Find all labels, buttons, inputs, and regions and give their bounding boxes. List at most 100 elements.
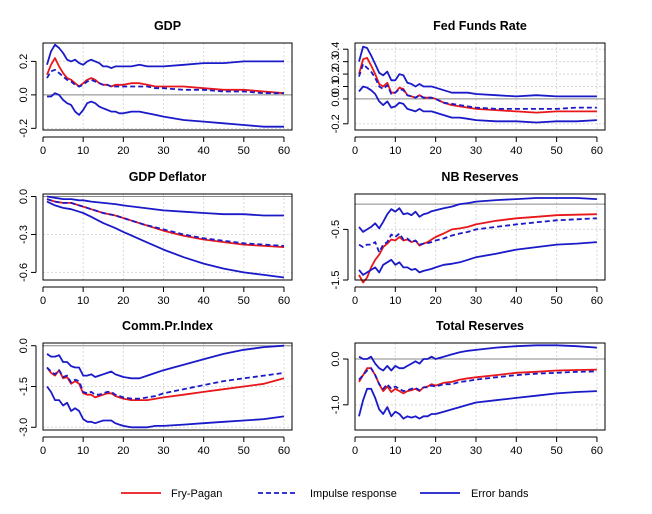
x-tick-label: 0: [40, 295, 46, 307]
series-fry-pagan: [358, 213, 597, 284]
series-error-band-lower: [47, 92, 284, 128]
x-tick-label: 30: [157, 145, 169, 157]
x-tick-label: 20: [430, 445, 442, 457]
x-tick-label: 50: [550, 295, 562, 307]
x-tick-label: 60: [591, 145, 603, 157]
y-tick-label: 0.0: [18, 87, 30, 102]
x-tick-label: 40: [510, 445, 522, 457]
y-tick-label: 0.0: [18, 338, 30, 353]
x-tick-label: 20: [430, 145, 442, 157]
series-impulse-response: [46, 198, 285, 247]
series-error-band-lower: [358, 241, 597, 276]
panel-5: 0 10 20 30 40 50 60 -3.0 -1.5 0.0 Comm.Pr.Index: [18, 319, 293, 457]
y-tick-label: -3.0: [18, 418, 30, 437]
x-tick-label: 30: [470, 145, 482, 157]
y-tick-label: 0.2: [330, 66, 342, 81]
series-error-band-upper: [46, 43, 284, 69]
y-tick-label: -0.2: [18, 119, 30, 138]
series-error-band-upper: [46, 195, 284, 217]
panel-4: 0 10 20 30 40 50 60 -1.5 -0.5 NB Reserves: [330, 170, 606, 307]
x-tick-label: 50: [550, 445, 562, 457]
series-error-band-upper: [46, 344, 285, 380]
series-error-band-lower: [46, 200, 285, 279]
x-tick-label: 30: [470, 445, 482, 457]
legend-label: Error bands: [471, 488, 529, 500]
series-fry-pagan: [46, 366, 285, 402]
series-fry-pagan: [358, 57, 597, 114]
series-impulse-response: [358, 63, 597, 110]
plot-frame: [42, 193, 293, 281]
series-error-band-lower: [358, 85, 597, 124]
x-tick-label: 50: [238, 445, 250, 457]
series-error-band-upper: [358, 45, 597, 98]
series-impulse-response: [46, 68, 284, 95]
series-error-band-lower: [358, 387, 597, 420]
y-tick-label: -0.2: [330, 114, 342, 133]
y-tick-label: 0.1: [330, 79, 342, 94]
panel-6: 0 10 20 30 40 50 60 -1.0 0.0 Total Reserves: [330, 319, 606, 457]
panel-title: GDP: [154, 19, 181, 33]
x-tick-label: 10: [389, 145, 401, 157]
x-tick-label: 10: [77, 445, 89, 457]
x-tick-label: 0: [352, 145, 358, 157]
x-tick-label: 60: [278, 145, 290, 157]
series-error-band-upper: [358, 197, 597, 233]
x-tick-label: 50: [238, 295, 250, 307]
x-tick-label: 40: [198, 295, 210, 307]
y-tick-label: 0.2: [18, 54, 30, 69]
panel-1: 0 10 20 30 40 50 60 -0.2 0.0 0.2 GDP: [18, 19, 293, 157]
series-error-band-upper: [358, 344, 597, 372]
x-tick-label: 20: [117, 445, 129, 457]
y-tick-label: -0.3: [18, 225, 30, 244]
y-tick-label: 0.3: [330, 54, 342, 69]
x-tick-label: 20: [117, 295, 129, 307]
series-impulse-response: [46, 366, 285, 400]
x-tick-label: 0: [40, 445, 46, 457]
legend-label: Impulse response: [310, 488, 397, 500]
plot-frame: [42, 42, 293, 131]
series-impulse-response: [358, 217, 597, 254]
x-tick-label: 0: [352, 295, 358, 307]
x-tick-label: 20: [430, 295, 442, 307]
x-tick-label: 60: [591, 295, 603, 307]
x-tick-label: 40: [510, 145, 522, 157]
y-tick-label: -1.0: [330, 395, 342, 414]
y-tick-label: -0.5: [330, 220, 342, 239]
plot-frame: [354, 42, 606, 131]
x-tick-label: 40: [198, 445, 210, 457]
x-tick-label: 10: [389, 295, 401, 307]
x-tick-label: 60: [591, 445, 603, 457]
x-tick-label: 30: [157, 295, 169, 307]
legend-label: Fry-Pagan: [171, 488, 222, 500]
x-tick-label: 30: [470, 295, 482, 307]
x-tick-label: 30: [157, 445, 169, 457]
x-tick-label: 40: [198, 145, 210, 157]
plot-frame: [354, 342, 606, 431]
panel-title: Total Reserves: [436, 319, 524, 333]
x-tick-label: 10: [389, 445, 401, 457]
x-tick-label: 0: [40, 145, 46, 157]
panel-title: Fed Funds Rate: [433, 19, 527, 33]
y-tick-label: 0.4: [330, 42, 342, 57]
x-tick-label: 60: [278, 295, 290, 307]
series-impulse-response: [358, 367, 597, 393]
panel-title: NB Reserves: [441, 170, 518, 184]
panel-title: Comm.Pr.Index: [122, 319, 213, 333]
y-tick-label: 0.0: [330, 91, 342, 106]
x-tick-label: 0: [352, 445, 358, 457]
x-tick-label: 50: [550, 145, 562, 157]
plot-frame: [42, 342, 293, 431]
x-tick-label: 60: [278, 445, 290, 457]
y-tick-label: -1.5: [330, 271, 342, 290]
x-tick-label: 50: [238, 145, 250, 157]
chart-legend: Fry-Pagan Impulse response Error bands: [121, 488, 529, 500]
x-tick-label: 40: [510, 295, 522, 307]
x-tick-label: 20: [117, 145, 129, 157]
y-tick-label: -1.5: [18, 377, 30, 396]
y-tick-label: -0.6: [18, 263, 30, 282]
plot-frame: [354, 193, 606, 281]
panel-3: 0 10 20 30 40 50 60 -0.6 -0.3 0.0 GDP Deflator: [18, 170, 293, 307]
x-tick-label: 10: [77, 145, 89, 157]
series-error-band-lower: [46, 385, 285, 429]
